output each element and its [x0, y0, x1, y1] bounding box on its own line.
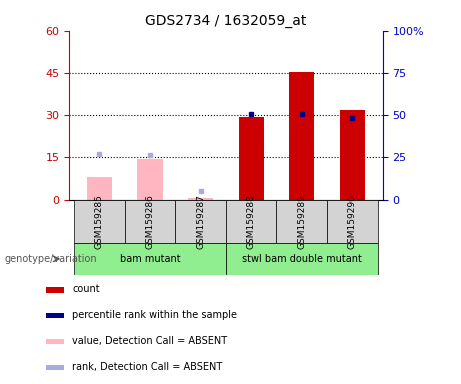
Bar: [277, 200, 327, 243]
Text: genotype/variation: genotype/variation: [5, 254, 97, 264]
Text: GSM159286: GSM159286: [146, 194, 154, 249]
Bar: [289, 71, 314, 200]
Bar: [175, 200, 226, 243]
Text: GSM159289: GSM159289: [297, 194, 306, 249]
Title: GDS2734 / 1632059_at: GDS2734 / 1632059_at: [145, 14, 307, 28]
Text: percentile rank within the sample: percentile rank within the sample: [72, 310, 237, 320]
Bar: [226, 243, 378, 275]
Text: stwl bam double mutant: stwl bam double mutant: [242, 254, 362, 264]
Bar: [46, 339, 65, 344]
Text: value, Detection Call = ABSENT: value, Detection Call = ABSENT: [72, 336, 228, 346]
Text: rank, Detection Call = ABSENT: rank, Detection Call = ABSENT: [72, 362, 223, 372]
Text: count: count: [72, 285, 100, 295]
Bar: [74, 243, 226, 275]
Bar: [46, 365, 65, 370]
Bar: [327, 200, 378, 243]
Bar: [46, 287, 65, 293]
Text: GSM159287: GSM159287: [196, 194, 205, 249]
Bar: [226, 200, 277, 243]
Bar: [340, 109, 365, 200]
Text: GSM159290: GSM159290: [348, 194, 357, 249]
Text: bam mutant: bam mutant: [120, 254, 180, 264]
Bar: [125, 200, 175, 243]
Bar: [137, 159, 163, 200]
Bar: [188, 198, 213, 200]
Text: GSM159288: GSM159288: [247, 194, 256, 249]
Text: GSM159285: GSM159285: [95, 194, 104, 249]
Bar: [87, 177, 112, 200]
Bar: [238, 117, 264, 200]
Bar: [74, 200, 125, 243]
Bar: [46, 313, 65, 318]
